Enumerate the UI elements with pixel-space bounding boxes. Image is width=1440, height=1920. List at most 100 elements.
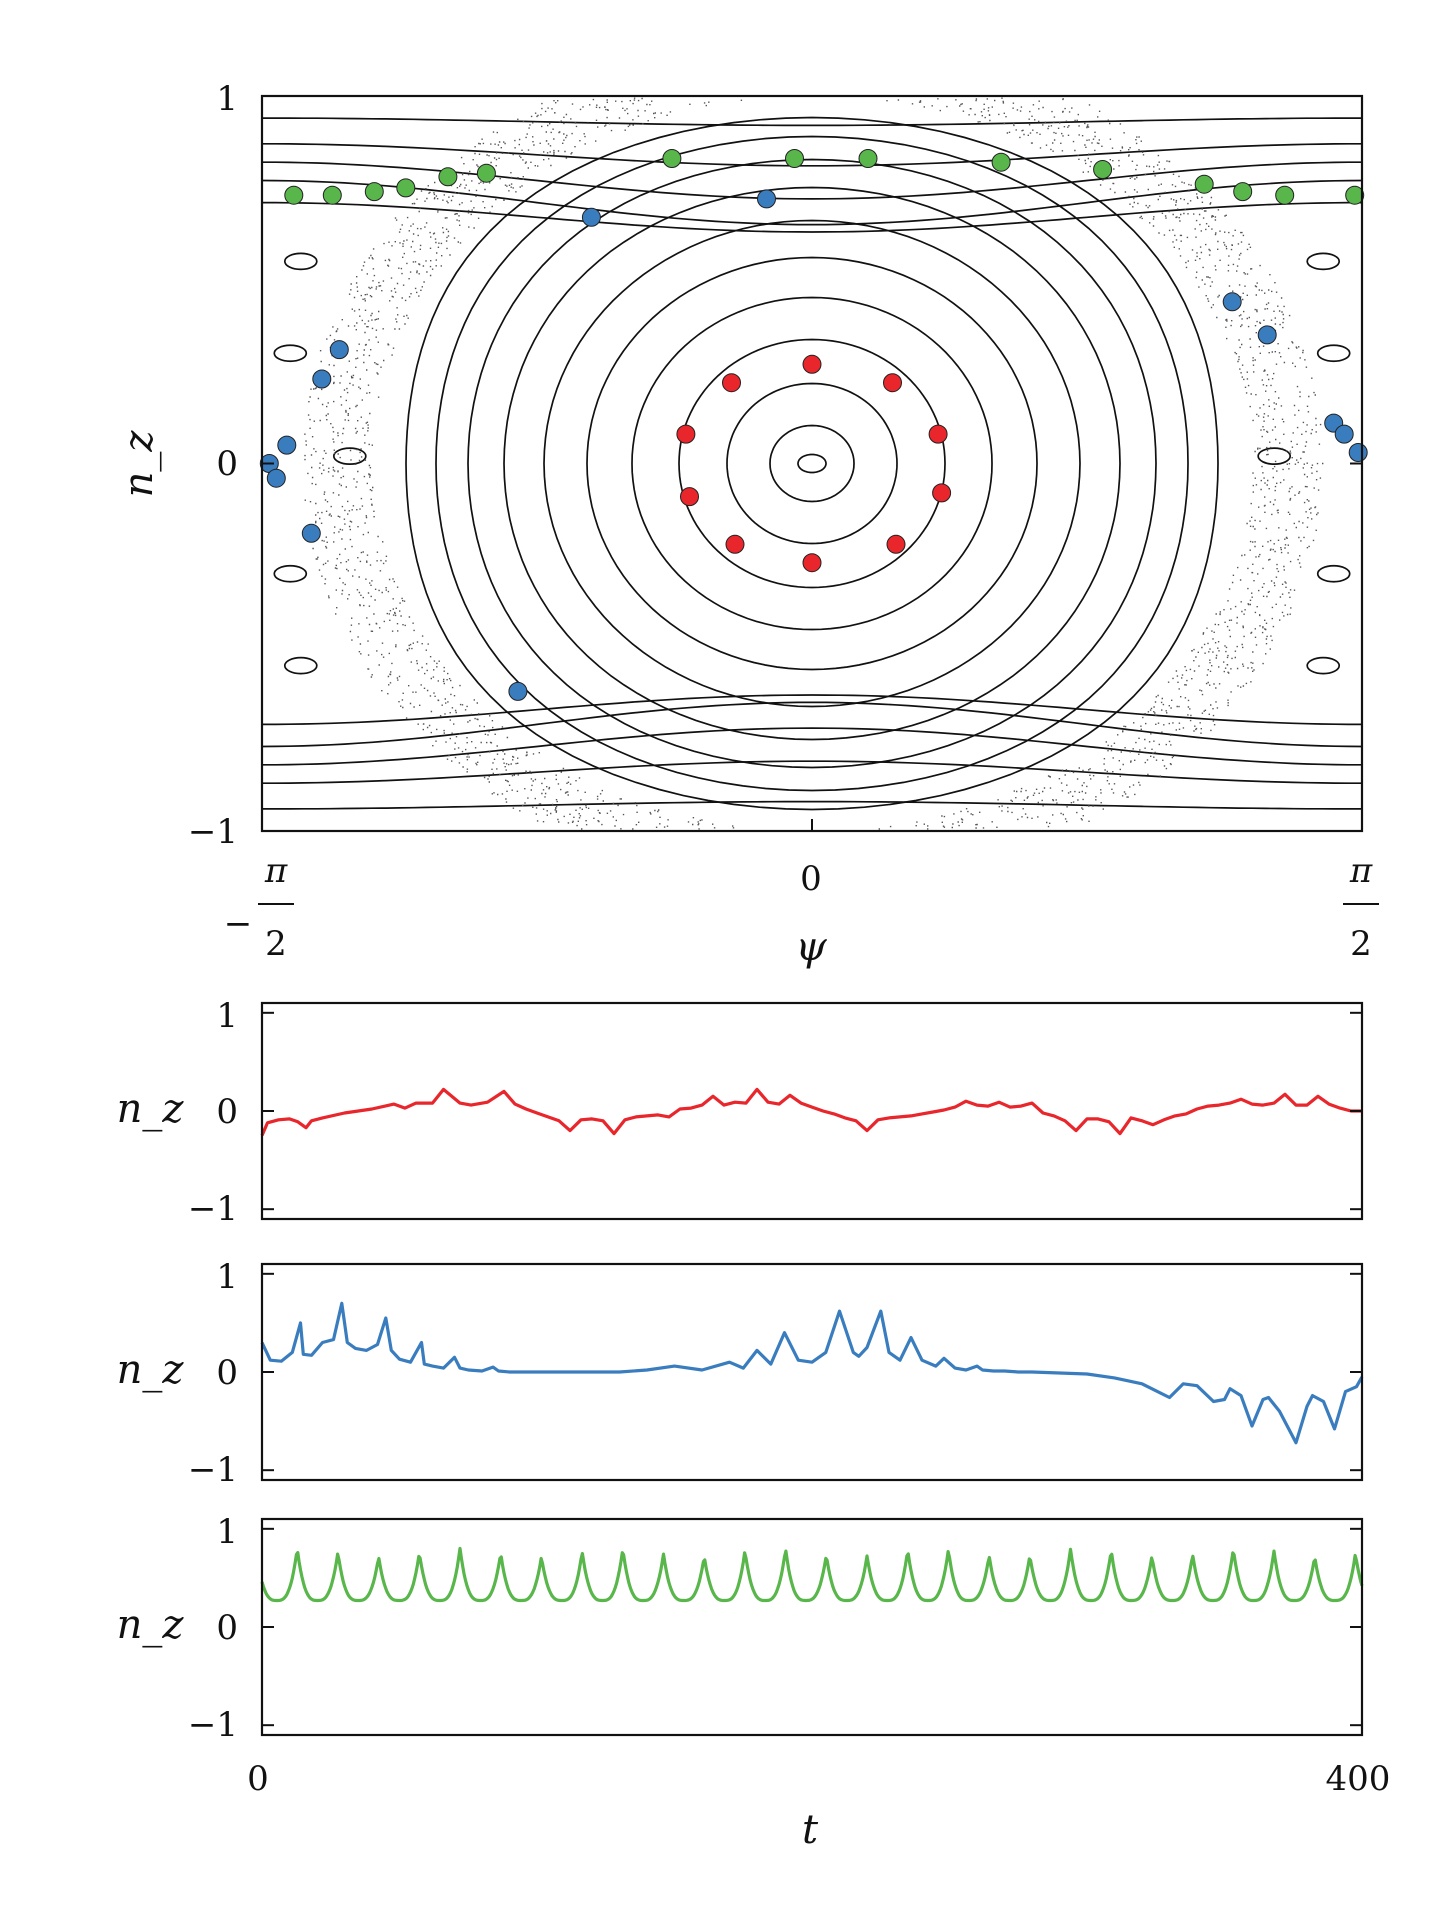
trajectory-point [662, 149, 682, 168]
trajectory-point [1222, 292, 1242, 312]
red-time-series-line [260, 1087, 1362, 1137]
rotational-curve [262, 201, 1362, 233]
x-tick-denominator: 2 [1350, 924, 1372, 964]
invariant-torus [769, 424, 855, 503]
trajectory-point [725, 534, 745, 554]
rotational-curve [262, 179, 1362, 226]
x-tick-label-0: 0 [247, 1759, 269, 1799]
phase-portrait-chaotic-sea [304, 97, 1324, 830]
trajectory-point [1345, 185, 1365, 205]
resonance-island [273, 564, 308, 583]
rotational-curve [262, 694, 1362, 726]
trajectory-point [1233, 182, 1253, 202]
red-panel-tick-marks [262, 1011, 1362, 1211]
phase-portrait-trajectory-points [259, 149, 1368, 701]
resonance-island [283, 252, 318, 271]
x-tick-label-400: 400 [1326, 1759, 1391, 1799]
y-tick-label-minus1: −1 [188, 1189, 238, 1229]
rotational-curve [262, 701, 1362, 748]
time-series-panel-blue: 1 0 −1 n_z [117, 1257, 1364, 1490]
trajectory-point [322, 185, 342, 205]
y-axis-label-nz: n_z [117, 1347, 185, 1393]
y-axis-label-nz: n_z [117, 1602, 185, 1648]
trajectory-point [785, 149, 804, 168]
invariant-torus [678, 338, 946, 589]
phase-portrait-panel: 1 0 −1 − π 2 0 π 2 ψ n_z [116, 79, 1379, 970]
x-tick-label-0: 0 [800, 859, 822, 899]
chaotic-speckle [304, 97, 1324, 830]
resonance-island [273, 344, 308, 363]
y-tick-label-1: 1 [216, 1512, 238, 1552]
invariant-torus [405, 116, 1219, 811]
resonance-island [1316, 344, 1351, 363]
trajectory-point [329, 340, 349, 360]
invariant-torus [586, 256, 1038, 671]
phase-portrait-tori [262, 116, 1362, 811]
invariant-torus [543, 219, 1081, 708]
resonance-island [283, 656, 318, 675]
trajectory-point [1093, 160, 1113, 179]
y-tick-label-0: 0 [216, 1353, 238, 1393]
trajectory-point [802, 354, 822, 374]
y-tick-label-minus1: −1 [188, 1705, 238, 1745]
trajectory-point [1348, 443, 1368, 462]
trajectory-point [1257, 325, 1277, 345]
trajectory-point [301, 523, 321, 543]
y-tick-label-1: 1 [216, 996, 238, 1036]
y-tick-label-0: 0 [216, 444, 238, 484]
invariant-torus [467, 158, 1157, 769]
x-tick-label-pi-over-2: π 2 [1343, 851, 1379, 964]
y-tick-label-1: 1 [216, 79, 238, 119]
trajectory-point [886, 534, 906, 554]
time-series-panel-green: 1 0 −1 n_z 0 400 t [117, 1512, 1391, 1853]
invariant-torus [631, 296, 993, 631]
trajectory-point [722, 373, 741, 393]
resonance-island [1316, 564, 1351, 583]
green-panel-frame [260, 1517, 1364, 1737]
trajectory-point [1334, 424, 1354, 444]
trajectory-point [991, 152, 1011, 172]
trajectory-point [284, 185, 304, 205]
trajectory-point [932, 483, 952, 503]
x-tick-denominator: 2 [265, 924, 287, 964]
x-axis-label-psi: ψ [795, 924, 827, 970]
trajectory-point [1275, 185, 1295, 205]
green-time-series-line [260, 1546, 1364, 1603]
trajectory-point [757, 189, 776, 209]
y-tick-label-minus1: −1 [188, 812, 238, 852]
green-panel-tick-marks [262, 1527, 1362, 1727]
trajectory-point [438, 167, 458, 187]
trajectory-point [928, 424, 948, 444]
y-axis-label-nz: n_z [116, 430, 162, 498]
trajectory-point [676, 424, 696, 444]
rotational-curve [262, 727, 1362, 766]
trajectory-point [364, 182, 384, 202]
y-tick-label-1: 1 [216, 1257, 238, 1297]
rotational-curve [262, 142, 1362, 167]
x-tick-label-minus-pi-over-2: − π 2 [224, 851, 294, 964]
blue-time-series-line [260, 1301, 1364, 1445]
trajectory-point [802, 553, 822, 573]
invariant-torus [435, 135, 1189, 792]
blue-panel-frame [260, 1262, 1364, 1482]
trajectory-point [858, 149, 878, 168]
red-panel-frame [260, 1001, 1364, 1221]
trajectory-point [277, 435, 297, 455]
x-axis-label-t: t [802, 1807, 819, 1853]
trajectory-point [396, 178, 416, 198]
rotational-curve [262, 800, 1362, 810]
y-tick-label-minus1: −1 [188, 1450, 238, 1490]
blue-panel-tick-marks [262, 1272, 1362, 1472]
phase-portrait-tick-marks [261, 95, 1363, 832]
x-tick-numerator: π [1349, 851, 1373, 891]
rotational-curve [262, 117, 1362, 127]
invariant-torus [726, 382, 898, 545]
rotational-curve [262, 760, 1362, 785]
trajectory-point [476, 163, 496, 183]
trajectory-point [1194, 174, 1214, 194]
invariant-torus [797, 453, 827, 474]
x-tick-numerator: π [264, 851, 288, 891]
resonance-island [1257, 447, 1292, 465]
resonance-island [1306, 252, 1341, 271]
